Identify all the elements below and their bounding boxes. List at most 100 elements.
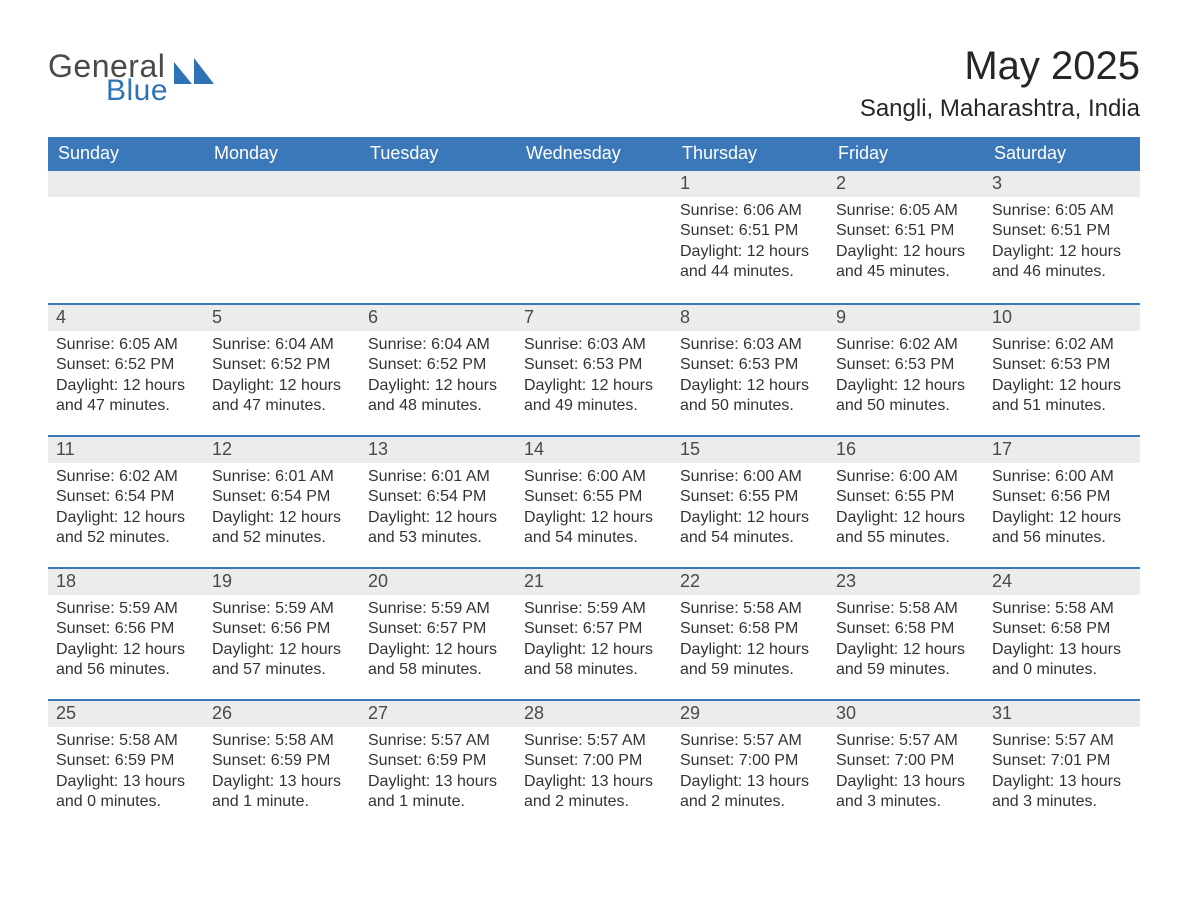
- sunset-label: Sunset:: [212, 488, 266, 505]
- calendar-day-cell: 4Sunrise: 6:05 AMSunset: 6:52 PMDaylight…: [48, 303, 204, 435]
- calendar-day-cell: 15Sunrise: 6:00 AMSunset: 6:55 PMDayligh…: [672, 435, 828, 567]
- sunset-label: Sunset:: [368, 752, 422, 769]
- day-number: 31: [992, 703, 1012, 723]
- sunset-label: Sunset:: [992, 222, 1046, 239]
- sunset-label: Sunset:: [680, 752, 734, 769]
- day-details: Sunrise: 5:57 AMSunset: 6:59 PMDaylight:…: [360, 727, 516, 819]
- day-number: 11: [56, 439, 75, 459]
- sunrise-line: Sunrise: 5:58 AM: [836, 599, 976, 619]
- sunset-line: Sunset: 6:52 PM: [56, 355, 196, 375]
- sunset-label: Sunset:: [680, 222, 734, 239]
- sunset-value: 6:53 PM: [1051, 356, 1111, 373]
- sunset-label: Sunset:: [836, 620, 890, 637]
- calendar-empty-cell: [204, 171, 360, 303]
- sunrise-value: 6:00 AM: [899, 468, 958, 485]
- sunrise-line: Sunrise: 5:58 AM: [992, 599, 1132, 619]
- day-details: Sunrise: 5:57 AMSunset: 7:00 PMDaylight:…: [516, 727, 672, 819]
- weekday-header: Sunday: [48, 137, 204, 171]
- day-details: Sunrise: 5:58 AMSunset: 6:58 PMDaylight:…: [672, 595, 828, 687]
- daylight-line: Daylight: 13 hours and 2 minutes.: [524, 772, 664, 813]
- sunrise-value: 5:57 AM: [743, 732, 802, 749]
- sunset-value: 7:00 PM: [739, 752, 799, 769]
- day-details: Sunrise: 6:02 AMSunset: 6:53 PMDaylight:…: [828, 331, 984, 423]
- sunset-line: Sunset: 6:58 PM: [680, 619, 820, 639]
- sunset-line: Sunset: 6:55 PM: [836, 487, 976, 507]
- calendar-day-cell: 22Sunrise: 5:58 AMSunset: 6:58 PMDayligh…: [672, 567, 828, 699]
- sunset-label: Sunset:: [524, 356, 578, 373]
- daylight-label: Daylight:: [992, 509, 1054, 526]
- sunrise-line: Sunrise: 5:59 AM: [56, 599, 196, 619]
- calendar-day-cell: 10Sunrise: 6:02 AMSunset: 6:53 PMDayligh…: [984, 303, 1140, 435]
- daylight-line: Daylight: 12 hours and 46 minutes.: [992, 242, 1132, 283]
- day-number-bar: 27: [360, 699, 516, 727]
- sunrise-label: Sunrise:: [368, 732, 427, 749]
- sunset-value: 6:51 PM: [1051, 222, 1111, 239]
- sunset-value: 6:53 PM: [583, 356, 643, 373]
- sunrise-value: 5:57 AM: [431, 732, 490, 749]
- calendar-day-cell: 20Sunrise: 5:59 AMSunset: 6:57 PMDayligh…: [360, 567, 516, 699]
- calendar-empty-cell: [360, 171, 516, 303]
- sunset-value: 6:56 PM: [1051, 488, 1111, 505]
- sunset-value: 6:57 PM: [583, 620, 643, 637]
- day-number-bar: 20: [360, 567, 516, 595]
- logo-text: General Blue: [48, 50, 168, 106]
- sunset-label: Sunset:: [368, 488, 422, 505]
- calendar-week-row: 25 Sunrise: 5:58 AMSunset: 6:59 PMDayligh…: [48, 699, 1140, 831]
- day-number: 26: [212, 703, 232, 723]
- day-number: 17: [992, 439, 1012, 459]
- calendar-day-cell: 30Sunrise: 5:57 AMSunset: 7:00 PMDayligh…: [828, 699, 984, 831]
- calendar-empty-cell: [48, 171, 204, 303]
- day-number-bar: 14: [516, 435, 672, 463]
- sunset-value: 7:00 PM: [895, 752, 955, 769]
- sunrise-line: Sunrise: 5:59 AM: [212, 599, 352, 619]
- sunrise-line: Sunrise: 6:06 AM: [680, 201, 820, 221]
- day-number: 12: [212, 439, 232, 459]
- sunrise-line: Sunrise: 6:02 AM: [836, 335, 976, 355]
- sunrise-value: 6:05 AM: [1055, 202, 1114, 219]
- sunrise-value: 5:57 AM: [1055, 732, 1114, 749]
- daylight-line: Daylight: 12 hours and 50 minutes.: [836, 376, 976, 417]
- day-number: 25: [56, 703, 76, 723]
- calendar-day-cell: 19Sunrise: 5:59 AMSunset: 6:56 PMDayligh…: [204, 567, 360, 699]
- day-number: 14: [524, 439, 544, 459]
- sunrise-label: Sunrise:: [836, 202, 895, 219]
- day-number: 13: [368, 439, 388, 459]
- sunrise-value: 5:58 AM: [743, 600, 802, 617]
- sunrise-line: Sunrise: 5:57 AM: [992, 731, 1132, 751]
- daylight-label: Daylight:: [368, 377, 430, 394]
- day-details: Sunrise: 6:00 AMSunset: 6:55 PMDaylight:…: [516, 463, 672, 555]
- calendar-day-cell: 26 Sunrise: 5:58 AMSunset: 6:59 PMDayligh…: [204, 699, 360, 831]
- sunrise-label: Sunrise:: [524, 600, 583, 617]
- sunset-value: 6:58 PM: [895, 620, 955, 637]
- header: General Blue May 2025 Sangli, Maharashtr…: [48, 40, 1140, 133]
- day-details: Sunrise: 5:58 AMSunset: 6:59 PMDaylight:…: [204, 727, 360, 819]
- calendar-week-row: 18Sunrise: 5:59 AMSunset: 6:56 PMDayligh…: [48, 567, 1140, 699]
- sunrise-label: Sunrise:: [368, 468, 427, 485]
- sunset-line: Sunset: 6:58 PM: [992, 619, 1132, 639]
- sunset-value: 6:56 PM: [271, 620, 331, 637]
- sunrise-line: Sunrise: 6:04 AM: [212, 335, 352, 355]
- day-number-bar: 29: [672, 699, 828, 727]
- sunrise-label: Sunrise:: [836, 600, 895, 617]
- calendar-day-cell: 8Sunrise: 6:03 AMSunset: 6:53 PMDaylight…: [672, 303, 828, 435]
- daylight-line: Daylight: 13 hours and 0 minutes.: [56, 772, 196, 813]
- calendar-day-cell: 11Sunrise: 6:02 AMSunset: 6:54 PMDayligh…: [48, 435, 204, 567]
- sunset-value: 6:54 PM: [115, 488, 175, 505]
- sunrise-value: 6:03 AM: [587, 336, 646, 353]
- day-details: Sunrise: 6:03 AMSunset: 6:53 PMDaylight:…: [516, 331, 672, 423]
- daylight-label: Daylight:: [992, 773, 1054, 790]
- logo: General Blue: [48, 40, 214, 106]
- daylight-line: Daylight: 12 hours and 50 minutes.: [680, 376, 820, 417]
- day-number-bar: 17: [984, 435, 1140, 463]
- daylight-label: Daylight:: [56, 641, 118, 658]
- daylight-line: Daylight: 12 hours and 48 minutes.: [368, 376, 508, 417]
- weekday-header: Thursday: [672, 137, 828, 171]
- sunrise-label: Sunrise:: [680, 336, 739, 353]
- sunset-line: Sunset: 6:54 PM: [56, 487, 196, 507]
- day-number: 16: [836, 439, 856, 459]
- sunset-label: Sunset:: [836, 222, 890, 239]
- day-details: Sunrise: 6:00 AMSunset: 6:56 PMDaylight:…: [984, 463, 1140, 555]
- daylight-line: Daylight: 12 hours and 58 minutes.: [524, 640, 664, 681]
- sunrise-line: Sunrise: 5:57 AM: [368, 731, 508, 751]
- sunset-line: Sunset: 6:51 PM: [836, 221, 976, 241]
